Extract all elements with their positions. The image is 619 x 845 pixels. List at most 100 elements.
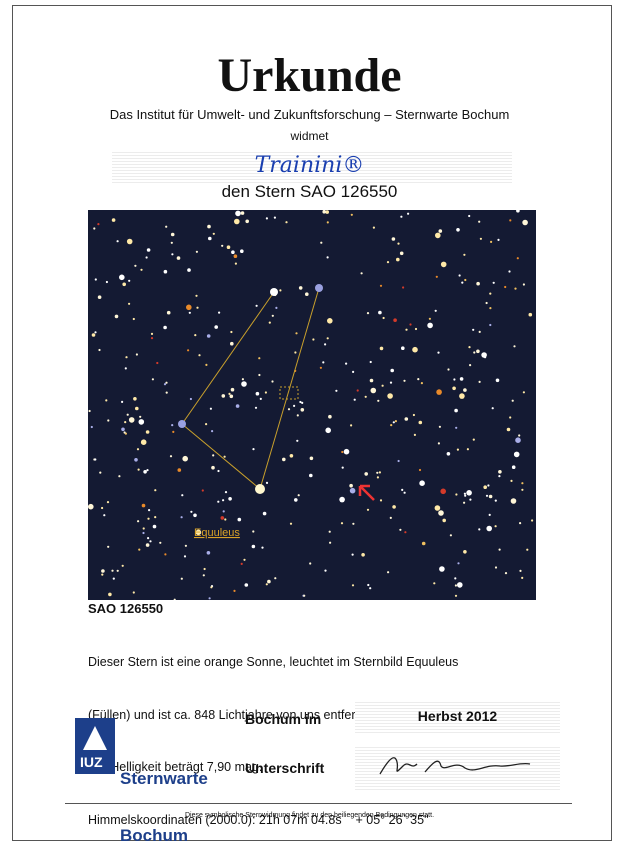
star [164, 553, 166, 555]
star [301, 408, 305, 412]
star [393, 318, 397, 322]
star [484, 356, 486, 358]
star [125, 367, 127, 369]
star [526, 549, 528, 551]
star [252, 448, 254, 450]
star [147, 248, 151, 252]
star [489, 495, 493, 499]
star [344, 449, 350, 455]
star [204, 568, 206, 570]
star [149, 540, 151, 542]
star [242, 378, 244, 380]
star [515, 437, 521, 443]
star [129, 417, 135, 423]
star [519, 522, 521, 524]
star [493, 282, 495, 284]
star [352, 371, 354, 373]
star [505, 572, 507, 574]
star [440, 489, 446, 495]
star [365, 396, 367, 398]
star [305, 292, 309, 296]
star [459, 274, 461, 276]
star [128, 280, 130, 282]
star [147, 518, 149, 520]
star [290, 523, 292, 525]
star [460, 377, 464, 381]
star [269, 322, 271, 324]
star [405, 329, 407, 331]
star [240, 249, 244, 253]
star [270, 288, 278, 296]
star [435, 310, 437, 312]
star [164, 383, 166, 385]
star [164, 270, 168, 274]
star [396, 258, 400, 262]
star [469, 499, 471, 501]
star [279, 289, 281, 291]
star [310, 457, 314, 461]
star [327, 318, 333, 324]
star [489, 307, 491, 309]
star [521, 489, 523, 491]
star [190, 511, 192, 513]
star [151, 333, 153, 335]
star [339, 497, 345, 503]
star [193, 514, 197, 518]
star [230, 331, 232, 333]
star [181, 494, 183, 496]
star [367, 312, 369, 314]
star [327, 337, 329, 339]
star [435, 233, 441, 239]
star [209, 597, 211, 599]
star [495, 525, 497, 527]
star [352, 584, 354, 586]
star [463, 254, 465, 256]
star [464, 279, 466, 281]
star [407, 213, 409, 215]
star [436, 389, 442, 395]
logo-line: Sternwarte [120, 769, 208, 788]
star [224, 456, 226, 458]
star [369, 587, 371, 589]
star [436, 276, 438, 278]
star [387, 393, 393, 399]
star [272, 315, 274, 317]
star [234, 254, 238, 258]
signature-label: Unterschrift [245, 760, 324, 776]
star [327, 256, 329, 258]
star [404, 492, 406, 494]
star [531, 519, 533, 521]
star [514, 452, 520, 458]
star [390, 369, 394, 373]
star [134, 265, 136, 267]
star [322, 210, 326, 214]
star [439, 566, 445, 572]
star [117, 240, 119, 242]
star [159, 542, 161, 544]
star [133, 318, 135, 320]
star [513, 345, 515, 347]
star [521, 577, 523, 579]
star [202, 489, 204, 491]
star [479, 331, 481, 333]
star [252, 545, 256, 549]
star [455, 493, 457, 495]
star [156, 362, 158, 364]
star [390, 424, 392, 426]
star [514, 288, 516, 290]
star [486, 302, 488, 304]
star [447, 368, 449, 370]
star [122, 565, 124, 567]
sky [88, 210, 536, 600]
logo-text: Sternwarte Bochum [120, 731, 208, 845]
star [350, 424, 352, 426]
star [236, 404, 240, 408]
star [260, 398, 262, 400]
star [442, 519, 446, 523]
star [230, 342, 234, 346]
star [111, 570, 113, 572]
star [146, 543, 150, 547]
star [345, 363, 347, 365]
star [464, 493, 466, 495]
star [231, 388, 235, 392]
